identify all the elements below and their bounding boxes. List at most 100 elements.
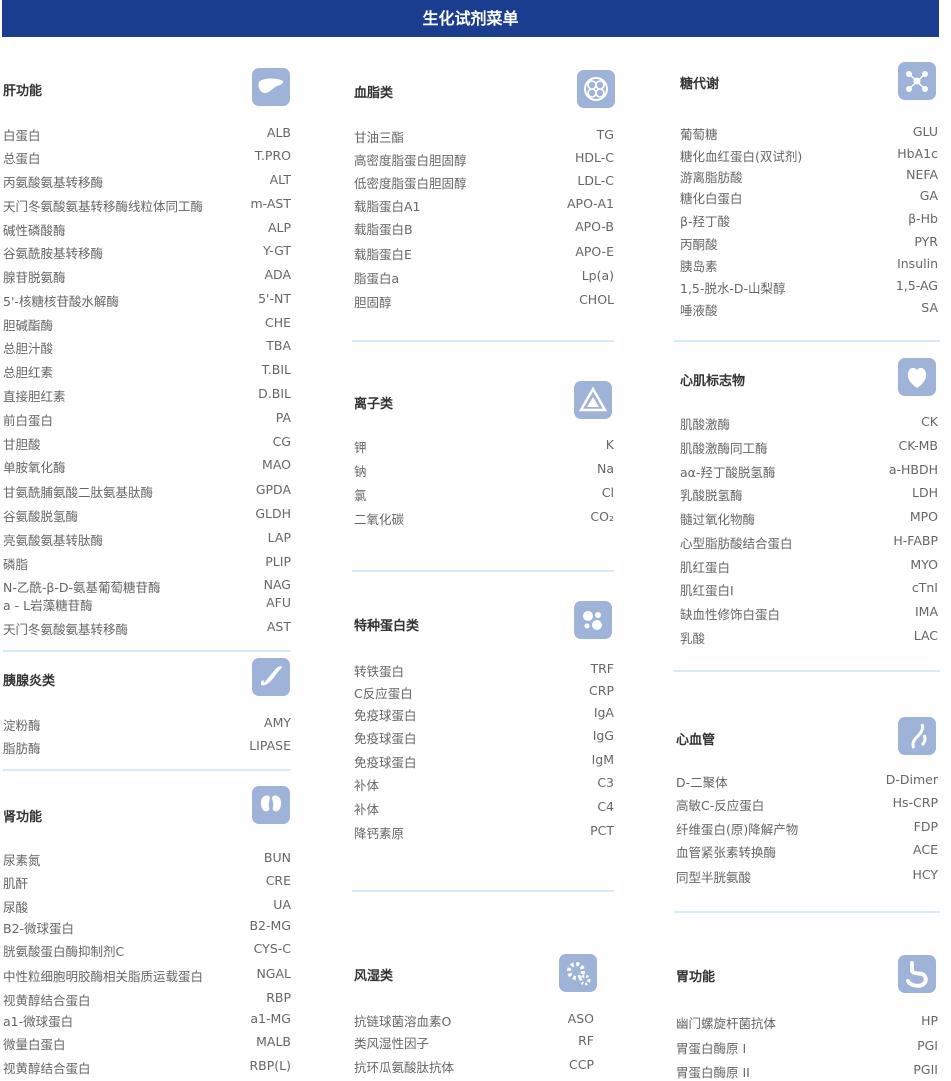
reagent-name: B2-微球蛋白 xyxy=(3,921,75,936)
reagent-name: 微量白蛋白 xyxy=(3,1037,66,1052)
reagent-abbreviation: 1,5-AG xyxy=(895,278,938,293)
reagent-abbreviation: CG xyxy=(272,434,291,449)
reagent-name: 补体 xyxy=(354,778,380,793)
reagent-abbreviation: AFU xyxy=(266,595,291,610)
reagent-abbreviation: APO-E xyxy=(575,244,614,259)
reagent-name: 胰岛素 xyxy=(680,259,718,274)
section-title: 离子类 xyxy=(354,397,394,412)
cardiovascular-icon xyxy=(898,717,936,755)
reagent-name: C反应蛋白 xyxy=(354,686,413,701)
reagent-abbreviation: ASO xyxy=(567,1011,594,1026)
kidney-icon xyxy=(252,786,290,824)
reagent-name: 天门冬氨酸氨基转移酶 xyxy=(3,622,129,637)
reagent-abbreviation: APO-A1 xyxy=(566,196,614,211)
pancreas-icon xyxy=(252,658,290,696)
reagent-abbreviation: ADA xyxy=(264,267,291,282)
reagent-name: 心型脂肪酸结合蛋白 xyxy=(680,536,793,551)
reagent-abbreviation: T.PRO xyxy=(254,148,291,163)
page-title-banner: 生化试剂菜单 xyxy=(2,0,939,37)
reagent-abbreviation: CHE xyxy=(264,315,291,330)
section-title: 心血管 xyxy=(676,733,716,748)
stomach-icon xyxy=(898,955,936,993)
reagent-name: 天门冬氨酸氨基转移酶线粒体同工酶 xyxy=(3,199,204,214)
reagent-abbreviation: IgM xyxy=(591,752,614,767)
reagent-name: 葡萄糖 xyxy=(680,127,718,142)
reagent-abbreviation: SA xyxy=(921,300,938,315)
reagent-abbreviation: TG xyxy=(596,127,614,142)
reagent-name: 丙氨酸氨基转移酶 xyxy=(3,175,104,190)
reagent-abbreviation: PYR xyxy=(914,234,938,249)
reagent-abbreviation: HP xyxy=(921,1013,938,1028)
reagent-abbreviation: LAC xyxy=(913,628,938,643)
section-divider xyxy=(674,340,940,342)
reagent-name: 钾 xyxy=(354,440,367,455)
reagent-abbreviation: NAG xyxy=(263,577,291,592)
reagent-name: 脂肪酶 xyxy=(3,741,41,756)
reagent-abbreviation: RF xyxy=(578,1033,594,1048)
reagent-name: 视黄醇结合蛋白 xyxy=(3,993,91,1008)
reagent-abbreviation: CHOL xyxy=(579,292,614,307)
reagent-name: 中性粒细胞明胶酶相关脂质运载蛋白 xyxy=(3,969,204,984)
reagent-abbreviation: C3 xyxy=(597,775,614,790)
reagent-name: 谷氨酸脱氢酶 xyxy=(3,509,79,524)
reagent-name: 抗环瓜氨酸肽抗体 xyxy=(354,1060,455,1075)
reagent-name: 肌酐 xyxy=(3,876,29,891)
section-title: 胰腺炎类 xyxy=(3,674,56,689)
reagent-abbreviation: PCT xyxy=(590,823,614,838)
reagent-abbreviation: FDP xyxy=(913,819,938,834)
reagent-abbreviation: HDL-C xyxy=(574,150,614,165)
reagent-name: 谷氨酰胺基转移酶 xyxy=(3,246,104,261)
reagent-abbreviation: CCP xyxy=(569,1057,594,1072)
reagent-name: 胆固醇 xyxy=(354,295,392,310)
reagent-name: 甘胆酸 xyxy=(3,437,41,452)
reagent-abbreviation: Na xyxy=(596,461,614,476)
reagent-name: 总胆红素 xyxy=(3,365,54,380)
reagent-name: 糖化血红蛋白(双试剂) xyxy=(680,149,803,164)
reagent-abbreviation: HCY xyxy=(912,867,938,882)
reagent-name: 甘油三酯 xyxy=(354,130,405,145)
reagent-abbreviation: B2-MG xyxy=(249,918,291,933)
reagent-name: 胃蛋白酶原 I xyxy=(676,1041,747,1056)
section-title: 肝功能 xyxy=(3,84,43,99)
reagent-name: 载脂蛋白E xyxy=(354,247,412,262)
reagent-abbreviation: K xyxy=(605,437,614,452)
reagent-abbreviation: CK xyxy=(921,414,938,429)
heart-icon xyxy=(898,358,936,396)
reagent-abbreviation: GPDA xyxy=(255,482,291,497)
reagent-name: 甘氨酰脯氨酸二肽氨基肽酶 xyxy=(3,485,154,500)
reagent-name: 血管紧张素转换酶 xyxy=(676,845,777,860)
reagent-abbreviation: ACE xyxy=(913,842,938,857)
reagent-name: 免疫球蛋白 xyxy=(354,731,417,746)
reagent-abbreviation: H-FABP xyxy=(893,533,938,548)
reagent-abbreviation: BUN xyxy=(263,850,291,865)
reagent-name: 髓过氧化物酶 xyxy=(680,512,756,527)
reagent-abbreviation: T.BIL xyxy=(261,362,291,377)
page-title: 生化试剂菜单 xyxy=(422,9,519,28)
reagent-name: 游离脂肪酸 xyxy=(680,170,743,185)
section-title: 胃功能 xyxy=(676,970,716,985)
reagent-name: 载脂蛋白B xyxy=(354,222,413,237)
liver-icon xyxy=(252,68,290,106)
reagent-name: 高密度脂蛋白胆固醇 xyxy=(354,153,467,168)
reagent-name: 尿酸 xyxy=(3,900,29,915)
reagent-abbreviation: CYS-C xyxy=(253,941,291,956)
reagent-abbreviation: a1-MG xyxy=(250,1011,291,1026)
reagent-abbreviation: CRE xyxy=(265,873,291,888)
reagent-abbreviation: GLDH xyxy=(255,506,291,521)
reagent-name: 碱性磷酸酶 xyxy=(3,223,66,238)
rheumatism-icon xyxy=(559,954,597,992)
reagent-name: 幽门螺旋杆菌抗体 xyxy=(676,1016,777,1031)
reagent-name: 胃蛋白酶原 II xyxy=(676,1065,750,1080)
glucose-icon xyxy=(898,62,936,100)
section-title: 风湿类 xyxy=(354,969,394,984)
reagent-abbreviation: MYO xyxy=(910,557,938,572)
reagent-abbreviation: GLU xyxy=(912,124,938,139)
lipid-icon xyxy=(577,70,615,108)
reagent-abbreviation: LDH xyxy=(912,485,938,500)
reagent-name: 缺血性修饰白蛋白 xyxy=(680,607,781,622)
protein-icon xyxy=(574,601,612,639)
reagent-abbreviation: ALT xyxy=(269,172,291,187)
reagent-abbreviation: PGI xyxy=(917,1038,938,1053)
reagent-name: 同型半胱氨酸 xyxy=(676,870,752,885)
section-title: 肾功能 xyxy=(3,810,43,825)
